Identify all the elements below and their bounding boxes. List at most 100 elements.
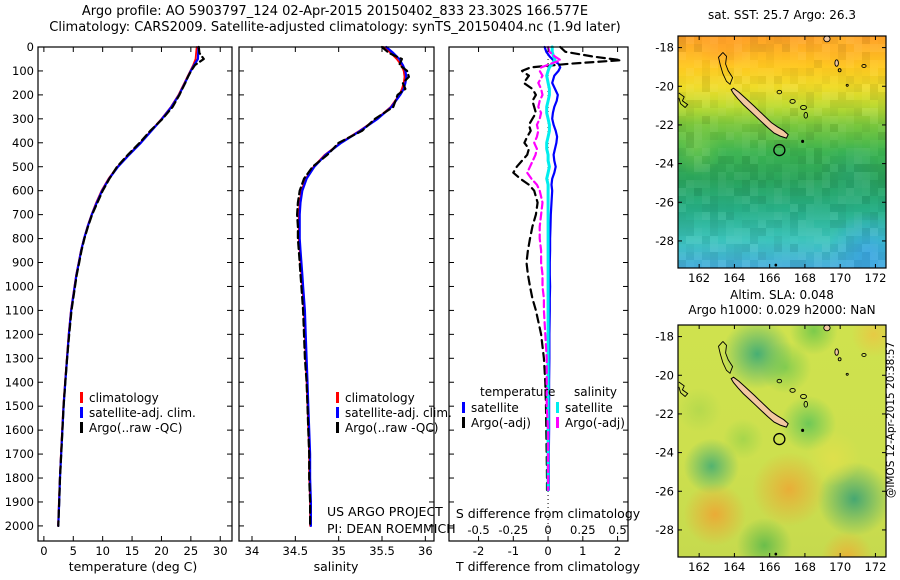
svg-text:400: 400 <box>12 136 34 150</box>
legend-label: satellite-adj. clim. <box>89 405 196 420</box>
svg-text:500: 500 <box>12 160 34 174</box>
svg-text:15: 15 <box>125 544 140 558</box>
svg-text:-22: -22 <box>655 407 674 421</box>
svg-text:172: 172 <box>864 271 886 285</box>
svg-text:-20: -20 <box>655 368 674 382</box>
project-note-line1: US ARGO PROJECT <box>327 504 443 519</box>
svg-text:0: 0 <box>27 40 34 54</box>
s-argo-line-swatch <box>556 417 559 428</box>
svg-text:-24: -24 <box>655 157 674 171</box>
satellite-adj-line-swatch <box>80 407 83 418</box>
svg-text:2: 2 <box>614 544 621 558</box>
svg-text:164: 164 <box>723 271 745 285</box>
legend-label: Argo(-adj) <box>565 415 625 430</box>
svg-text:20: 20 <box>154 544 169 558</box>
sla-map-title-line1: Altim. SLA: 0.048 <box>730 288 834 302</box>
svg-text:170: 170 <box>829 271 851 285</box>
svg-text:-0.25: -0.25 <box>498 523 528 537</box>
legend-item-argo-raw: Argo(..raw -QC) <box>336 420 452 435</box>
svg-text:168: 168 <box>794 271 816 285</box>
svg-text:100: 100 <box>12 64 34 78</box>
svg-text:162: 162 <box>688 560 710 574</box>
svg-text:5: 5 <box>70 544 77 558</box>
legend-label: satellite-adj. clim. <box>345 405 452 420</box>
legend-item-satellite-adj: satellite-adj. clim. <box>80 405 196 420</box>
svg-text:35.5: 35.5 <box>369 544 395 558</box>
svg-text:36: 36 <box>418 544 433 558</box>
svg-text:34: 34 <box>245 544 260 558</box>
svg-text:0: 0 <box>544 544 551 558</box>
argo-float-position-marker <box>773 432 786 446</box>
svg-text:-20: -20 <box>655 79 674 93</box>
svg-text:800: 800 <box>12 232 34 246</box>
legend-label: climatology <box>345 390 415 405</box>
svg-text:1: 1 <box>579 544 586 558</box>
legend-item-s-argo: Argo(-adj) <box>556 415 625 430</box>
svg-text:-18: -18 <box>655 41 674 55</box>
sst-map: 162 164 166 168 170 172 -18 -20 -22 -24 -26 -28 <box>655 35 887 285</box>
legend-label: Argo(-adj) <box>471 415 531 430</box>
svg-text:0.25: 0.25 <box>570 523 596 537</box>
legend-column-header: salinity <box>574 385 618 399</box>
svg-text:166: 166 <box>759 271 781 285</box>
svg-text:1300: 1300 <box>5 351 34 365</box>
difference-legend-salinity-column: salinity satellite Argo(-adj) <box>556 385 625 430</box>
legend-label: Argo(..raw -QC) <box>345 420 439 435</box>
svg-text:1900: 1900 <box>5 495 34 509</box>
legend-label: climatology <box>89 390 159 405</box>
t-argo-line-swatch <box>462 417 465 428</box>
salinity-axis-label: salinity <box>313 559 359 574</box>
svg-text:-0.5: -0.5 <box>467 523 489 537</box>
legend-item-satellite-adj: satellite-adj. clim. <box>336 405 452 420</box>
s-satellite-line-swatch <box>556 402 559 413</box>
new-caledonia-land <box>730 87 789 139</box>
argo-raw-line-swatch <box>336 422 339 433</box>
temperature-profile-panel: 0 5 10 15 20 25 300100200300400500600700800900… <box>5 40 233 558</box>
svg-text:0.5: 0.5 <box>608 523 626 537</box>
temperature-legend: climatology satellite-adj. clim. Argo(..… <box>80 390 196 435</box>
t-satellite-line-swatch <box>462 402 465 413</box>
svg-text:-18: -18 <box>655 330 674 344</box>
legend-label: satellite <box>471 400 519 415</box>
svg-text:25: 25 <box>184 544 199 558</box>
legend-item-argo-raw: Argo(..raw -QC) <box>80 420 196 435</box>
svg-text:2000: 2000 <box>5 519 34 533</box>
figure-title-line1: Argo profile: AO 5903797_124 02-Apr-2015… <box>81 4 589 19</box>
svg-text:-24: -24 <box>655 446 674 460</box>
svg-text:10: 10 <box>95 544 110 558</box>
svg-text:35: 35 <box>331 544 346 558</box>
series-argo--adj- <box>526 45 562 492</box>
temperature-axis-label: temperature (deg C) <box>68 559 198 574</box>
svg-text:34.5: 34.5 <box>283 544 309 558</box>
legend-item-climatology: climatology <box>336 390 452 405</box>
figure-title-line2: Climatology: CARS2009. Satellite-adjuste… <box>49 20 621 35</box>
svg-text:-28: -28 <box>655 234 674 248</box>
sla-map-title-line2: Argo h1000: 0.029 h2000: NaN <box>688 303 876 317</box>
svg-text:0: 0 <box>544 523 551 537</box>
salinity-profile-panel: 34 34.5 35 35.5 36 <box>238 45 435 558</box>
series-argo---raw--qc- <box>296 45 410 528</box>
argo-float-position-marker <box>773 143 786 157</box>
svg-text:30: 30 <box>213 544 228 558</box>
new-caledonia-land <box>730 376 789 428</box>
svg-text:1600: 1600 <box>5 423 34 437</box>
svg-text:-26: -26 <box>655 484 674 498</box>
satellite-adj-line-swatch <box>336 407 339 418</box>
series-climatology <box>57 46 198 527</box>
svg-text:170: 170 <box>829 560 851 574</box>
svg-text:168: 168 <box>794 560 816 574</box>
svg-text:166: 166 <box>759 560 781 574</box>
difference-legend-temperature-column: temperature satellite Argo(-adj) <box>462 385 555 430</box>
svg-text:164: 164 <box>723 560 745 574</box>
svg-text:-1: -1 <box>508 544 519 558</box>
svg-text:1500: 1500 <box>5 399 34 413</box>
svg-text:1100: 1100 <box>5 303 34 317</box>
svg-text:300: 300 <box>12 112 34 126</box>
svg-text:162: 162 <box>688 271 710 285</box>
svg-text:0: 0 <box>40 544 47 558</box>
svg-text:-26: -26 <box>655 195 674 209</box>
svg-text:700: 700 <box>12 208 34 222</box>
legend-item-t-argo: Argo(-adj) <box>462 415 555 430</box>
svg-text:1400: 1400 <box>5 375 34 389</box>
